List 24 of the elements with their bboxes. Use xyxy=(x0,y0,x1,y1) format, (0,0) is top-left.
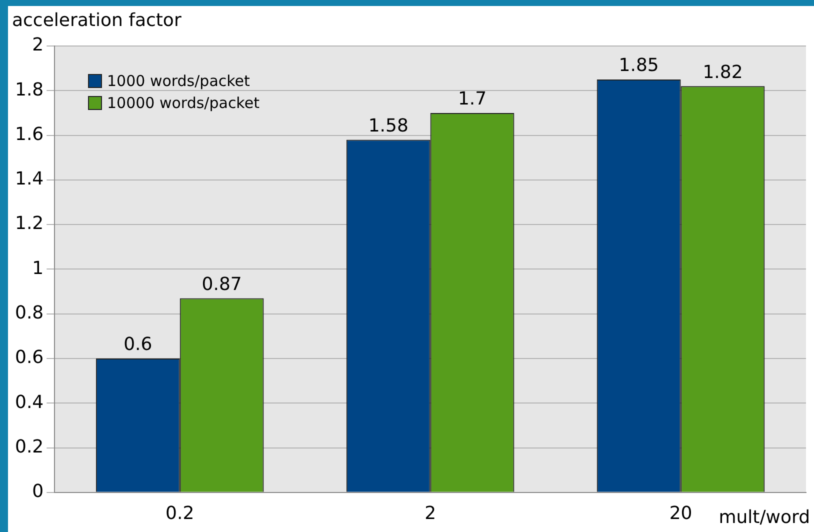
y-tick-label: 2 xyxy=(32,34,44,56)
data-label: 1.58 xyxy=(368,115,408,136)
x-tick-label: 2 xyxy=(424,502,436,524)
y-tick-label: 1 xyxy=(32,258,44,279)
y-tick-label: 1.6 xyxy=(14,124,44,145)
data-label: 1.7 xyxy=(458,88,487,110)
y-tick-label: 0.4 xyxy=(14,392,44,413)
y-tick-label: 0 xyxy=(32,481,44,502)
y-tick-label: 1.2 xyxy=(14,213,44,234)
x-axis-title: mult/word xyxy=(718,507,810,528)
data-label: 1.82 xyxy=(702,62,743,83)
legend-label: 1000 words/packet xyxy=(107,72,250,90)
data-label: 1.85 xyxy=(618,55,659,76)
x-tick-label: 0.2 xyxy=(166,502,194,524)
y-tick-label: 0.8 xyxy=(14,302,44,324)
data-label: 0.87 xyxy=(202,274,242,295)
y-tick-label: 0.6 xyxy=(14,347,44,368)
y-tick-label: 1.8 xyxy=(14,79,44,100)
y-axis-title: acceleration factor xyxy=(12,10,182,31)
y-tick-label: 1.4 xyxy=(14,168,44,190)
data-label: 0.6 xyxy=(124,334,152,356)
y-tick-label: 0.2 xyxy=(14,436,44,458)
legend-label: 10000 words/packet xyxy=(107,94,260,112)
x-tick-label: 20 xyxy=(669,502,692,524)
